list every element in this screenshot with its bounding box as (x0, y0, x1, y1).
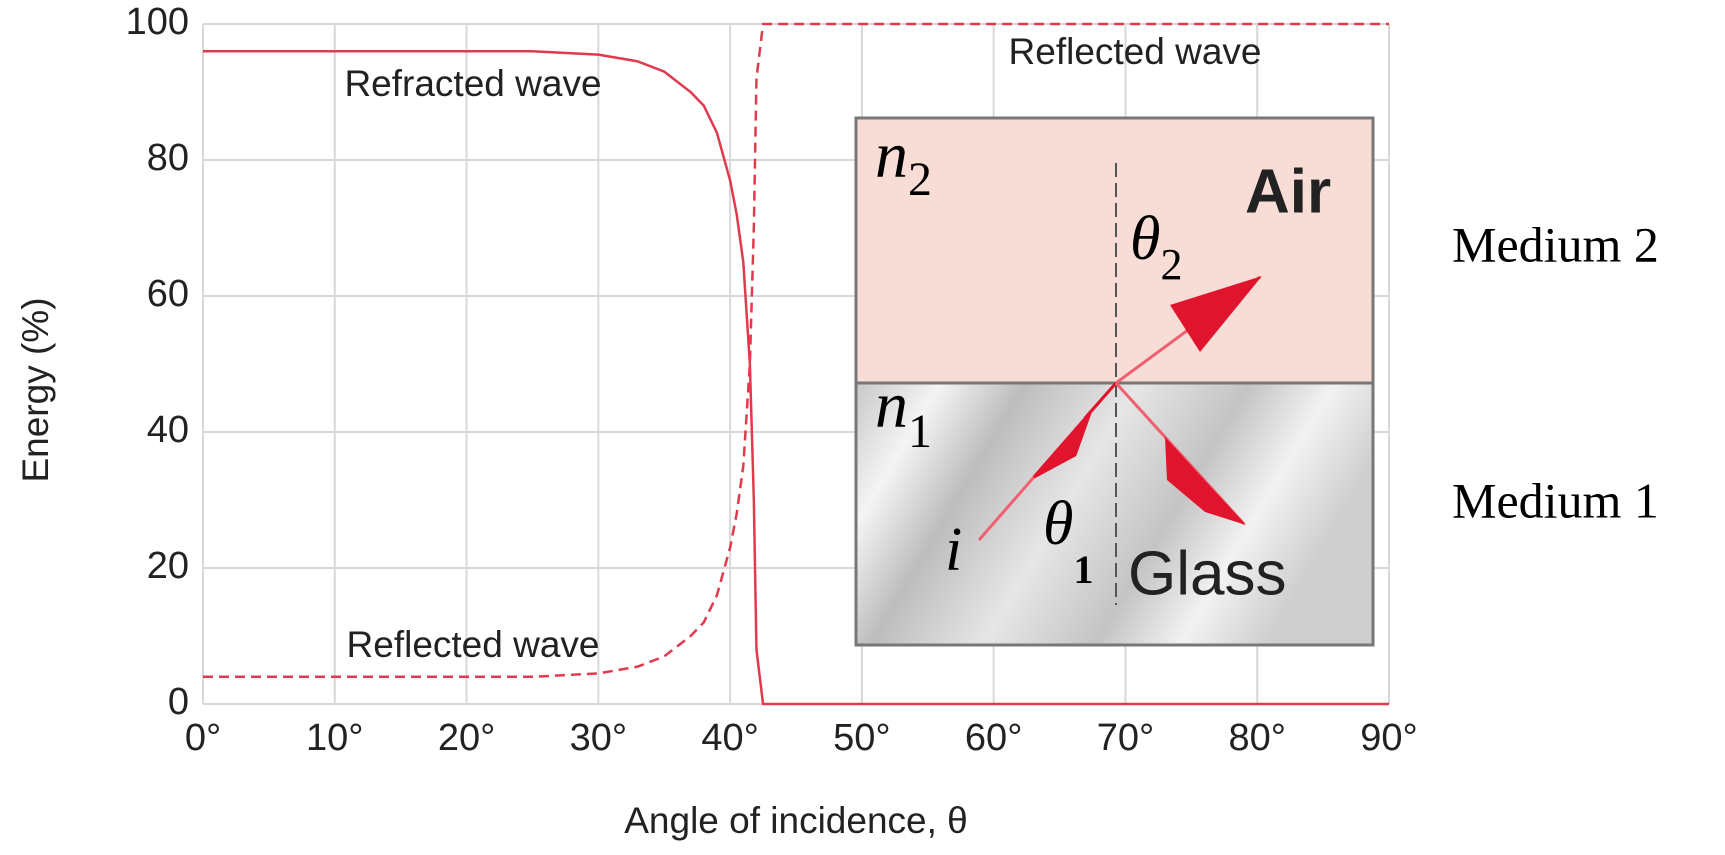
incident-arrow (1032, 382, 1118, 479)
reflected-arrow (1165, 437, 1246, 525)
series-line (203, 49, 1389, 706)
theta2-sub: 2 (1160, 240, 1182, 289)
n2-sub: 2 (908, 153, 932, 206)
x-tick-label: 70° (1097, 717, 1154, 759)
x-tick-label: 0° (185, 717, 221, 759)
x-tick-label: 10° (306, 717, 363, 759)
n1-label: n1 (875, 369, 932, 458)
series-line (203, 22, 1389, 679)
glass-label: Glass (1128, 539, 1286, 608)
air-region (856, 118, 1373, 383)
y-tick-label: 20 (147, 545, 189, 587)
theta1-label: θ1 (1043, 490, 1093, 592)
theta1-sub: 1 (1073, 547, 1093, 592)
theta2-text: θ (1130, 205, 1160, 273)
y-tick-label: 0 (168, 681, 189, 723)
annotation: Reflected wave (347, 624, 600, 665)
y-axis-label: Energy (%) (15, 297, 56, 482)
plot-lines (203, 22, 1389, 706)
n2-text: n (875, 119, 908, 192)
x-tick-label: 90° (1360, 717, 1417, 759)
n1-sub: 1 (908, 405, 932, 458)
y-tick-label: 60 (147, 273, 189, 315)
x-tick-label: 60° (965, 717, 1022, 759)
y-tick-label: 80 (147, 137, 189, 179)
x-tick-label: 40° (701, 717, 758, 759)
x-tick-label: 20° (438, 717, 495, 759)
theta2-label: θ2 (1130, 205, 1182, 289)
y-tick-label: 100 (126, 1, 189, 43)
medium2-label: Medium 2 (1452, 216, 1659, 272)
annotation: Reflected wave (1009, 31, 1262, 72)
x-tick-label: 30° (570, 717, 627, 759)
y-tick-label: 40 (147, 409, 189, 451)
n1-text: n (875, 369, 908, 442)
annotation: Refracted wave (344, 63, 601, 104)
x-tick-label: 50° (833, 717, 890, 759)
inset-diagram: n2 Air θ2 n1 i θ1 Glass (854, 116, 1375, 647)
air-label: Air (1245, 157, 1331, 226)
x-tick-label: 80° (1228, 717, 1285, 759)
n2-label: n2 (875, 119, 932, 206)
theta1-text: θ (1043, 490, 1073, 558)
medium1-label: Medium 1 (1452, 472, 1659, 528)
glass-region (856, 383, 1373, 645)
i-label: i (945, 516, 962, 584)
x-axis-label: Angle of incidence, θ (624, 800, 968, 841)
refracted-arrow (1170, 276, 1262, 352)
